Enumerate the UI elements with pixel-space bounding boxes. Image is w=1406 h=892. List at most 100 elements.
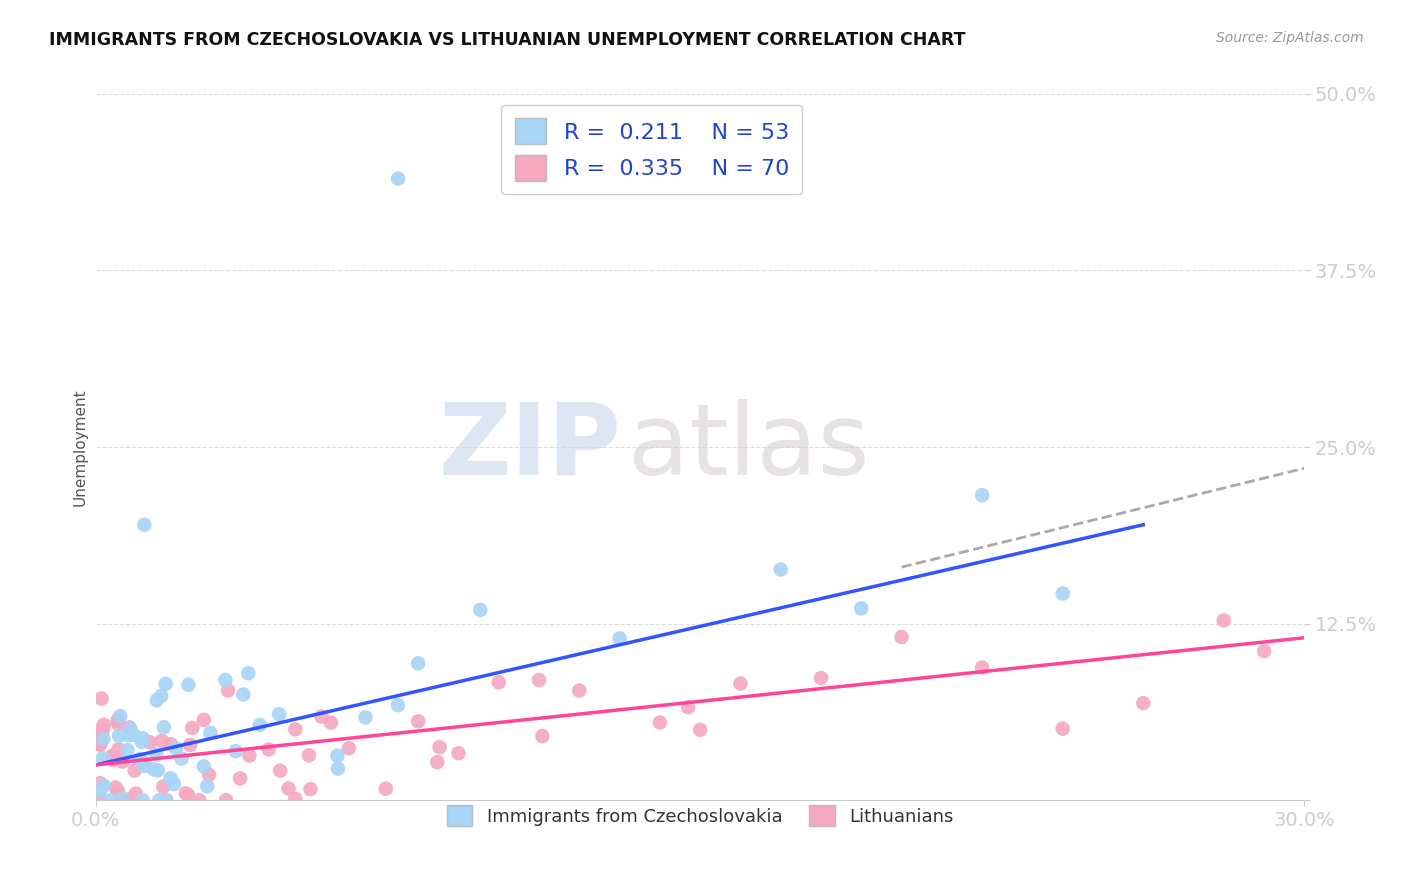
- Point: [193, 759, 215, 773]
- Point: [108, 729, 131, 743]
- Point: [426, 755, 449, 769]
- Text: Source: ZipAtlas.com: Source: ZipAtlas.com: [1216, 31, 1364, 45]
- Point: [193, 713, 215, 727]
- Point: [124, 764, 146, 778]
- Point: [104, 780, 127, 795]
- Point: [609, 632, 631, 646]
- Point: [769, 562, 792, 576]
- Point: [117, 743, 139, 757]
- Point: [148, 793, 170, 807]
- Text: ZIP: ZIP: [439, 399, 621, 496]
- Point: [648, 715, 671, 730]
- Point: [145, 747, 167, 762]
- Point: [200, 726, 222, 740]
- Point: [447, 746, 470, 760]
- Point: [326, 762, 349, 776]
- Point: [470, 603, 492, 617]
- Point: [277, 781, 299, 796]
- Point: [527, 673, 550, 687]
- Point: [284, 792, 307, 806]
- Point: [134, 756, 156, 770]
- Point: [165, 741, 187, 756]
- Point: [232, 688, 254, 702]
- Point: [298, 748, 321, 763]
- Point: [143, 763, 166, 777]
- Point: [107, 784, 129, 798]
- Point: [131, 735, 153, 749]
- Point: [89, 723, 111, 737]
- Point: [150, 689, 173, 703]
- Point: [269, 764, 291, 778]
- Point: [163, 777, 186, 791]
- Point: [319, 715, 342, 730]
- Point: [488, 675, 510, 690]
- Point: [326, 748, 349, 763]
- Point: [730, 676, 752, 690]
- Point: [150, 733, 173, 747]
- Point: [134, 517, 156, 532]
- Point: [387, 698, 409, 712]
- Point: [1052, 586, 1074, 600]
- Point: [374, 781, 396, 796]
- Point: [238, 666, 260, 681]
- Point: [89, 776, 111, 790]
- Point: [810, 671, 832, 685]
- Point: [170, 751, 193, 765]
- Point: [118, 721, 141, 735]
- Point: [299, 782, 322, 797]
- Point: [89, 730, 111, 744]
- Point: [128, 752, 150, 766]
- Point: [103, 749, 125, 764]
- Point: [89, 737, 111, 751]
- Point: [214, 673, 236, 687]
- Point: [354, 710, 377, 724]
- Point: [406, 714, 429, 729]
- Point: [257, 742, 280, 756]
- Text: IMMIGRANTS FROM CZECHOSLOVAKIA VS LITHUANIAN UNEMPLOYMENT CORRELATION CHART: IMMIGRANTS FROM CZECHOSLOVAKIA VS LITHUA…: [49, 31, 966, 49]
- Point: [107, 713, 129, 727]
- Point: [91, 751, 114, 765]
- Point: [98, 793, 121, 807]
- Point: [972, 660, 994, 674]
- Point: [890, 630, 912, 644]
- Point: [181, 721, 204, 735]
- Point: [117, 728, 139, 742]
- Point: [93, 718, 115, 732]
- Point: [131, 731, 153, 746]
- Text: atlas: atlas: [627, 399, 869, 496]
- Point: [89, 784, 111, 798]
- Point: [1132, 696, 1154, 710]
- Point: [174, 786, 197, 800]
- Point: [215, 793, 238, 807]
- Point: [284, 723, 307, 737]
- Point: [568, 683, 591, 698]
- Point: [160, 737, 183, 751]
- Point: [972, 488, 994, 502]
- Point: [387, 171, 409, 186]
- Point: [1253, 644, 1275, 658]
- Point: [101, 753, 124, 767]
- Point: [225, 744, 247, 758]
- Point: [134, 759, 156, 773]
- Point: [311, 709, 333, 723]
- Point: [146, 763, 169, 777]
- Point: [93, 731, 115, 746]
- Point: [238, 748, 260, 763]
- Point: [406, 657, 429, 671]
- Point: [198, 768, 221, 782]
- Point: [195, 779, 218, 793]
- Point: [177, 788, 200, 802]
- Legend: Immigrants from Czechoslovakia, Lithuanians: Immigrants from Czechoslovakia, Lithuani…: [440, 798, 960, 833]
- Point: [429, 740, 451, 755]
- Point: [269, 707, 291, 722]
- Point: [145, 693, 167, 707]
- Point: [111, 791, 134, 805]
- Point: [155, 793, 177, 807]
- Point: [132, 793, 155, 807]
- Point: [1052, 722, 1074, 736]
- Point: [115, 793, 138, 807]
- Point: [125, 787, 148, 801]
- Point: [229, 772, 252, 786]
- Point: [689, 723, 711, 737]
- Point: [89, 738, 111, 752]
